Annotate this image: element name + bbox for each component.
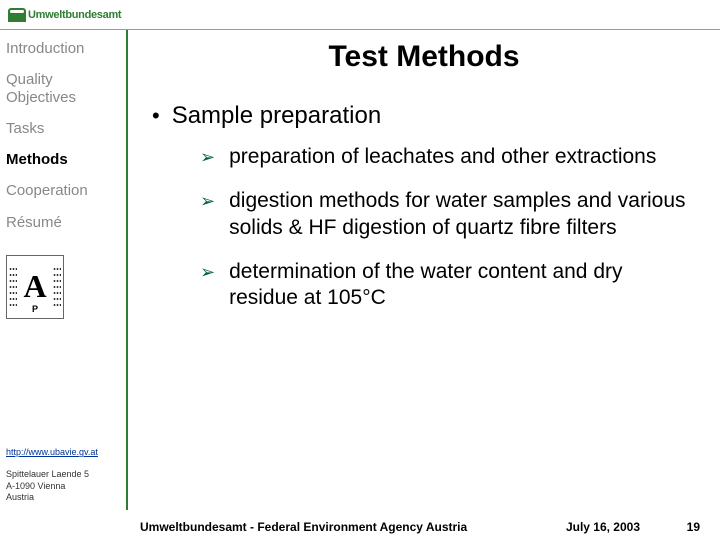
bullet-dot-icon: •: [152, 103, 160, 129]
nav-item[interactable]: Cooperation: [6, 182, 120, 199]
nav-item[interactable]: Tasks: [6, 120, 120, 137]
nav-item[interactable]: Résumé: [6, 214, 120, 231]
sidebar-footer: http://www.ubavie.gv.at Spittelauer Laen…: [6, 447, 120, 504]
footer-date: July 16, 2003: [566, 520, 640, 534]
top-bar: Umweltbundesamt: [0, 0, 720, 30]
sub-bullet-text: determination of the water content and d…: [229, 259, 696, 312]
sub-bullet-text: digestion methods for water samples and …: [229, 188, 696, 241]
logo-icon: [8, 8, 26, 22]
address-line: Spittelauer Laende 5: [6, 469, 120, 481]
sub-bullet-list: ➢ preparation of leachates and other extr…: [200, 144, 696, 311]
sub-bullet: ➢ digestion methods for water samples and…: [200, 188, 696, 241]
nav-item[interactable]: Introduction: [6, 40, 120, 57]
sub-bullet: ➢ preparation of leachates and other extr…: [200, 144, 696, 170]
sub-bullet: ➢ determination of the water content and …: [200, 259, 696, 312]
sidebar: Introduction Quality Objectives Tasks Metho…: [0, 30, 128, 510]
arrow-icon: ➢: [200, 147, 215, 168]
content-area: Test Methods • Sample preparation ➢ prepa…: [128, 30, 720, 510]
slide-number: 19: [676, 520, 700, 534]
address-line: A-1090 Vienna: [6, 481, 120, 493]
bullet-main-text: Sample preparation: [172, 102, 381, 130]
main-area: Introduction Quality Objectives Tasks Metho…: [0, 30, 720, 510]
slide-title: Test Methods: [152, 40, 696, 74]
footer-org: Umweltbundesamt - Federal Environment Ag…: [140, 520, 467, 534]
sub-bullet-text: preparation of leachates and other extra…: [229, 144, 656, 170]
logo: Umweltbundesamt: [8, 8, 121, 22]
nav-item[interactable]: Quality Objectives: [6, 71, 120, 106]
arrow-icon: ➢: [200, 262, 215, 283]
footer: Umweltbundesamt - Federal Environment Ag…: [0, 520, 720, 534]
logo-text: Umweltbundesamt: [28, 9, 121, 21]
coat-of-arms-icon: A P: [6, 255, 64, 319]
nav-item[interactable]: Methods: [6, 151, 120, 168]
website-link[interactable]: http://www.ubavie.gv.at: [6, 447, 120, 459]
bullet-main: • Sample preparation: [152, 102, 696, 130]
address-line: Austria: [6, 492, 120, 504]
arrow-icon: ➢: [200, 191, 215, 212]
